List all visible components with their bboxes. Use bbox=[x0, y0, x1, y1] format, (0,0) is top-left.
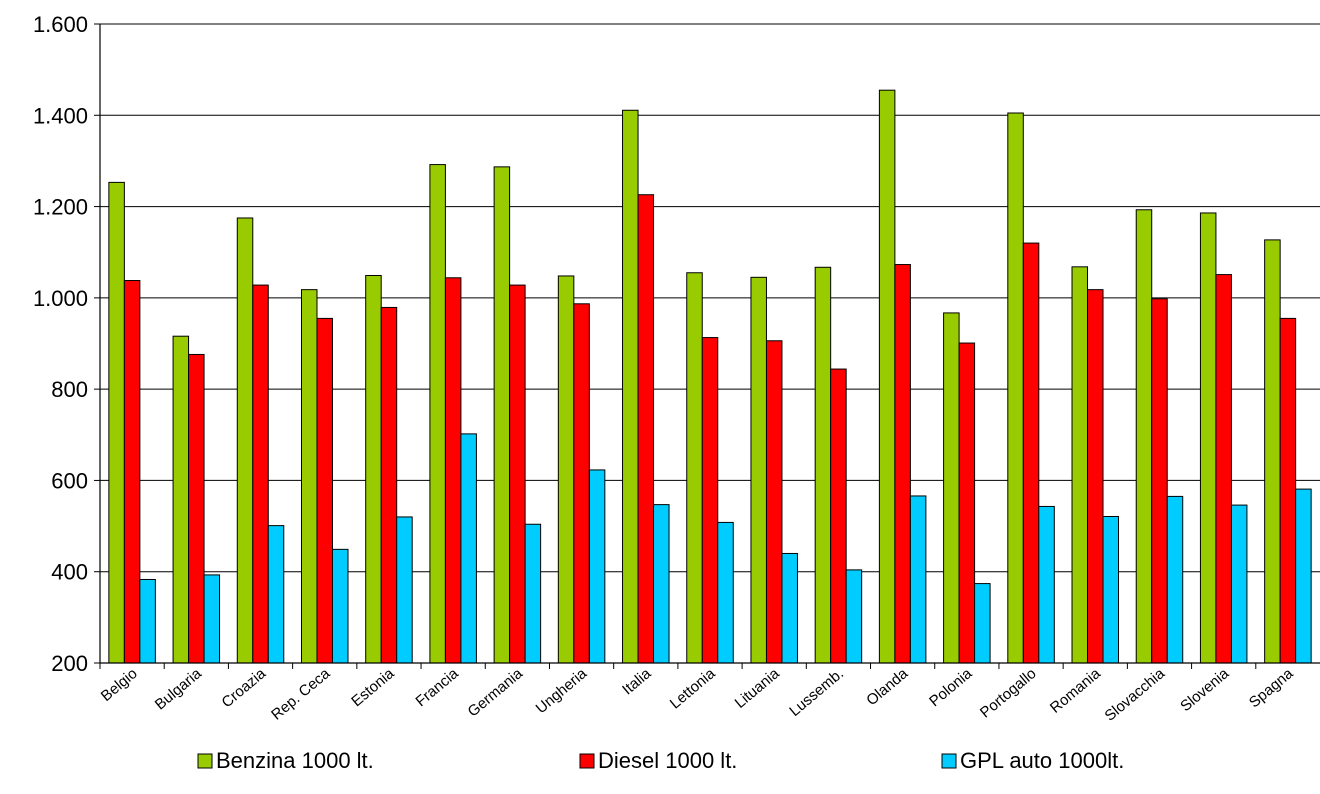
bar bbox=[717, 521, 734, 664]
bar bbox=[830, 368, 847, 664]
y-axis-ticks: 200 400 600 800 1.000 1.200 1.400 1.600 bbox=[33, 12, 100, 676]
bar bbox=[943, 312, 960, 664]
bar bbox=[588, 469, 606, 664]
bar bbox=[460, 433, 477, 664]
bar bbox=[139, 578, 156, 664]
bar bbox=[557, 275, 575, 664]
bar bbox=[845, 569, 863, 664]
x-tick-label: Slovenia bbox=[1177, 665, 1233, 715]
bar bbox=[396, 516, 413, 664]
x-tick-label: Lussemb. bbox=[786, 665, 847, 720]
bar bbox=[686, 272, 703, 664]
bar bbox=[1199, 212, 1217, 664]
y-tick-label: 400 bbox=[51, 560, 88, 585]
y-tick-label: 600 bbox=[51, 468, 88, 493]
y-tick-label: 1.200 bbox=[33, 195, 88, 220]
legend-swatch bbox=[941, 753, 957, 769]
x-tick-label: Ungheria bbox=[533, 665, 591, 718]
bar bbox=[750, 276, 767, 664]
bar bbox=[1071, 266, 1089, 664]
bar bbox=[573, 303, 590, 664]
y-tick-label: 200 bbox=[51, 651, 88, 676]
x-tick-label: Olanda bbox=[863, 665, 911, 710]
bar bbox=[509, 284, 526, 664]
bar bbox=[894, 264, 911, 664]
bar bbox=[252, 284, 269, 664]
bar bbox=[701, 337, 719, 664]
bar bbox=[108, 181, 125, 664]
bar bbox=[653, 504, 670, 664]
x-tick-label: Germania bbox=[465, 665, 527, 721]
bar bbox=[1022, 242, 1040, 664]
bar bbox=[203, 574, 221, 664]
legend-swatch bbox=[197, 753, 213, 769]
bar bbox=[380, 306, 398, 664]
x-tick-label: Francia bbox=[412, 665, 462, 711]
y-tick-label: 1.600 bbox=[33, 12, 88, 37]
x-tick-label: Belgio bbox=[98, 665, 141, 705]
y-tick-label: 1.400 bbox=[33, 103, 88, 128]
x-tick-label: Romania bbox=[1047, 665, 1104, 717]
bar bbox=[1151, 298, 1168, 664]
bar bbox=[1230, 504, 1248, 664]
legend: Benzina 1000 lt. Diesel 1000 lt. GPL auto … bbox=[197, 748, 1124, 773]
bar bbox=[1007, 112, 1024, 664]
x-tick-label: Rep. Ceca bbox=[268, 665, 334, 724]
bar bbox=[622, 109, 639, 664]
bar bbox=[765, 340, 783, 664]
legend-swatch bbox=[579, 753, 595, 769]
bar bbox=[1087, 289, 1104, 664]
bar bbox=[365, 274, 382, 664]
x-tick-label: Portogallo bbox=[977, 665, 1040, 721]
bar bbox=[524, 523, 542, 664]
bar bbox=[123, 280, 141, 664]
x-tick-label: Italia bbox=[619, 665, 655, 699]
x-tick-label: Slovacchia bbox=[1102, 665, 1169, 725]
x-tick-label: Bulgaria bbox=[152, 665, 206, 714]
y-tick-label: 800 bbox=[51, 377, 88, 402]
bars bbox=[108, 89, 1312, 664]
legend-label: Diesel 1000 lt. bbox=[598, 748, 737, 773]
bar bbox=[493, 166, 511, 664]
bar bbox=[236, 217, 254, 664]
y-tick-label: 1.000 bbox=[33, 286, 88, 311]
bar bbox=[172, 335, 190, 664]
bar bbox=[316, 317, 333, 664]
bar bbox=[188, 353, 205, 664]
axes bbox=[99, 24, 1320, 664]
bar bbox=[1135, 209, 1153, 664]
legend-label: Benzina 1000 lt. bbox=[216, 748, 374, 773]
bar bbox=[814, 266, 832, 664]
bar bbox=[1166, 495, 1184, 664]
bar bbox=[637, 194, 655, 664]
bar bbox=[331, 548, 349, 664]
x-tick-label: Croazia bbox=[219, 665, 270, 712]
bar bbox=[267, 525, 285, 664]
bar bbox=[781, 552, 798, 664]
bar bbox=[974, 583, 991, 664]
bar bbox=[909, 495, 927, 664]
bar bbox=[300, 289, 318, 664]
bar bbox=[958, 342, 976, 664]
bar bbox=[444, 277, 462, 664]
bar bbox=[1215, 274, 1232, 664]
bar bbox=[1038, 505, 1055, 664]
legend-label: GPL auto 1000lt. bbox=[960, 748, 1124, 773]
x-tick-label: Lettonia bbox=[667, 665, 719, 713]
bar bbox=[1264, 239, 1281, 664]
bar bbox=[1102, 515, 1120, 664]
bar bbox=[878, 89, 896, 664]
bar bbox=[1295, 488, 1312, 664]
x-tick-label: Polonia bbox=[926, 665, 976, 711]
bar bbox=[1279, 317, 1297, 664]
x-tick-label: Spagna bbox=[1246, 665, 1297, 712]
x-tick-label: Lituania bbox=[732, 665, 784, 712]
bar bbox=[429, 164, 446, 664]
x-tick-label: Estonia bbox=[348, 665, 398, 711]
